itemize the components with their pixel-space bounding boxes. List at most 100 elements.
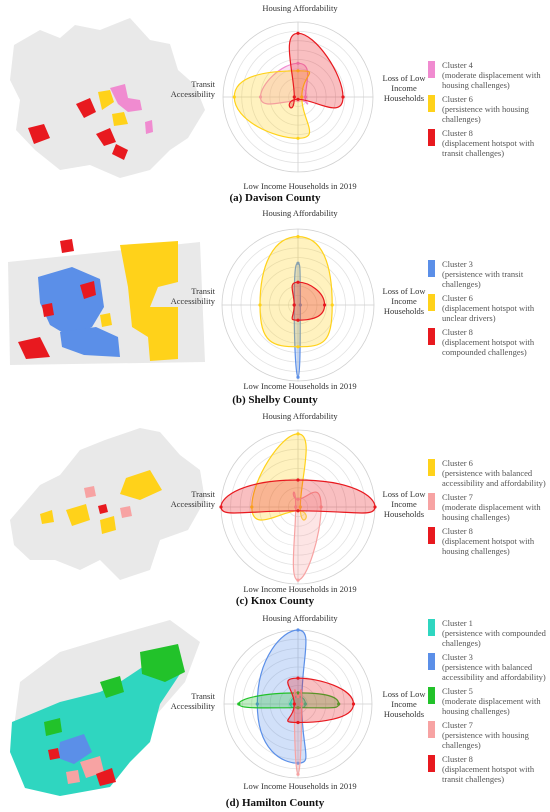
radar-point <box>296 578 300 582</box>
legend: Cluster 6 (persistence with balanced acce… <box>428 458 548 560</box>
region-cluster-5 <box>100 676 124 698</box>
radar-point <box>296 478 300 482</box>
region-cluster-6 <box>120 241 178 361</box>
radar-point <box>296 318 300 322</box>
legend-item: Cluster 3 (persistence with transit chall… <box>428 259 548 289</box>
radar-point <box>296 375 300 379</box>
radar-point <box>341 95 345 99</box>
panel-knox: Housing Affordability Transit Accessibil… <box>0 410 550 610</box>
legend-item: Cluster 7 (persistence with housing chall… <box>428 720 548 750</box>
radar-point <box>296 676 300 680</box>
axis-right-label: Loss of Low Income Households <box>382 73 426 103</box>
radar-point <box>292 95 296 99</box>
radar-point <box>300 95 304 99</box>
radar-point <box>296 497 300 501</box>
radar-point <box>323 303 327 307</box>
region-cluster-7 <box>66 770 80 784</box>
radar-point <box>292 702 296 706</box>
map-hamilton <box>10 620 200 796</box>
radar-point <box>296 720 300 725</box>
radar-chart <box>223 628 373 779</box>
axis-right-label: Loss of Low Income Households <box>382 286 426 316</box>
axis-top-label: Housing Affordability <box>262 3 338 13</box>
legend-swatch <box>428 61 435 78</box>
legend-swatch <box>428 260 435 277</box>
legend-swatch <box>428 687 435 705</box>
legend-item: Cluster 6 (persistence with balanced acce… <box>428 458 548 488</box>
radar-point <box>296 706 300 710</box>
region-cluster-8 <box>60 239 74 253</box>
radar-point <box>292 303 296 307</box>
legend-swatch <box>428 95 435 113</box>
legend: Cluster 4 (moderate displacement with hou… <box>428 60 548 162</box>
region-cluster-6 <box>112 112 128 126</box>
region-cluster-6 <box>98 90 114 110</box>
legend-item: Cluster 6 (displacement hotspot with uncl… <box>428 293 548 323</box>
axis-left-label: Transit Accessibility <box>170 489 215 509</box>
region-cluster-1 <box>10 652 180 796</box>
axis-right-label: Loss of Low Income Households <box>382 489 426 519</box>
legend-swatch <box>428 653 435 671</box>
region-cluster-5 <box>140 644 185 682</box>
legend-swatch <box>428 527 435 545</box>
radar-point <box>296 136 300 140</box>
legend-swatch <box>428 294 435 312</box>
radar-point <box>303 95 308 99</box>
map-shelby <box>8 239 205 365</box>
county-shape <box>10 428 205 580</box>
panel-caption: (a) Davison County <box>229 192 321 204</box>
radar-point <box>294 505 298 509</box>
region-cluster-6 <box>40 510 54 524</box>
radar-point <box>258 95 263 99</box>
region-cluster-7 <box>80 756 104 778</box>
region-cluster-5 <box>44 718 62 736</box>
legend-swatch <box>428 493 435 511</box>
radar-point <box>351 702 356 706</box>
panel-shelby: Housing Affordability Transit Accessibil… <box>0 207 550 407</box>
radar-point <box>337 702 341 706</box>
region-cluster-8 <box>28 124 50 144</box>
radar-point <box>296 345 300 349</box>
legend-swatch <box>428 721 435 739</box>
radar-point <box>296 280 300 284</box>
region-cluster-7 <box>120 506 132 518</box>
axis-top-label: Housing Affordability <box>262 208 338 218</box>
radar-point <box>303 702 307 706</box>
axis-bottom-label: Low Income Households in 2019 <box>243 781 357 791</box>
radar-point <box>296 235 300 239</box>
region-cluster-7 <box>84 486 96 498</box>
radar-point <box>296 69 300 73</box>
axis-top-label: Housing Affordability <box>262 411 338 421</box>
axis-bottom-label: Low Income Households in 2019 <box>243 584 357 594</box>
legend-swatch <box>428 459 435 476</box>
radar-chart <box>221 228 375 382</box>
map-knox <box>10 428 205 580</box>
legend-item: Cluster 4 (moderate displacement with hou… <box>428 60 548 90</box>
radar-series <box>287 677 355 724</box>
radar-point <box>258 303 262 307</box>
radar-point <box>296 761 300 765</box>
map-davison <box>10 18 205 178</box>
radar-point <box>296 97 300 101</box>
axis-left-label: Transit Accessibility <box>170 286 215 306</box>
panel-davison: Housing Affordability Transit Accessibil… <box>0 0 550 205</box>
radar-point <box>298 505 302 509</box>
radar-chart <box>219 429 377 585</box>
legend-swatch <box>428 619 435 636</box>
radar-chart <box>222 21 374 173</box>
axis-bottom-label: Low Income Households in 2019 <box>243 181 357 191</box>
radar-point <box>300 702 304 706</box>
region-cluster-8 <box>42 303 54 317</box>
legend-item: Cluster 5 (moderate displacement with hou… <box>428 686 548 716</box>
region-cluster-8 <box>98 504 108 514</box>
legend-swatch <box>428 129 435 147</box>
legend-item: Cluster 3 (persistence with balanced acce… <box>428 652 548 682</box>
radar-point <box>373 505 377 509</box>
legend-swatch <box>428 328 435 346</box>
radar-point <box>296 628 300 632</box>
radar-point <box>237 702 241 706</box>
legend-item: Cluster 8 (displacement hotspot with tran… <box>428 754 548 784</box>
radar-point <box>296 509 300 513</box>
axis-bottom-label: Low Income Households in 2019 <box>243 381 357 391</box>
radar-point <box>319 505 323 509</box>
